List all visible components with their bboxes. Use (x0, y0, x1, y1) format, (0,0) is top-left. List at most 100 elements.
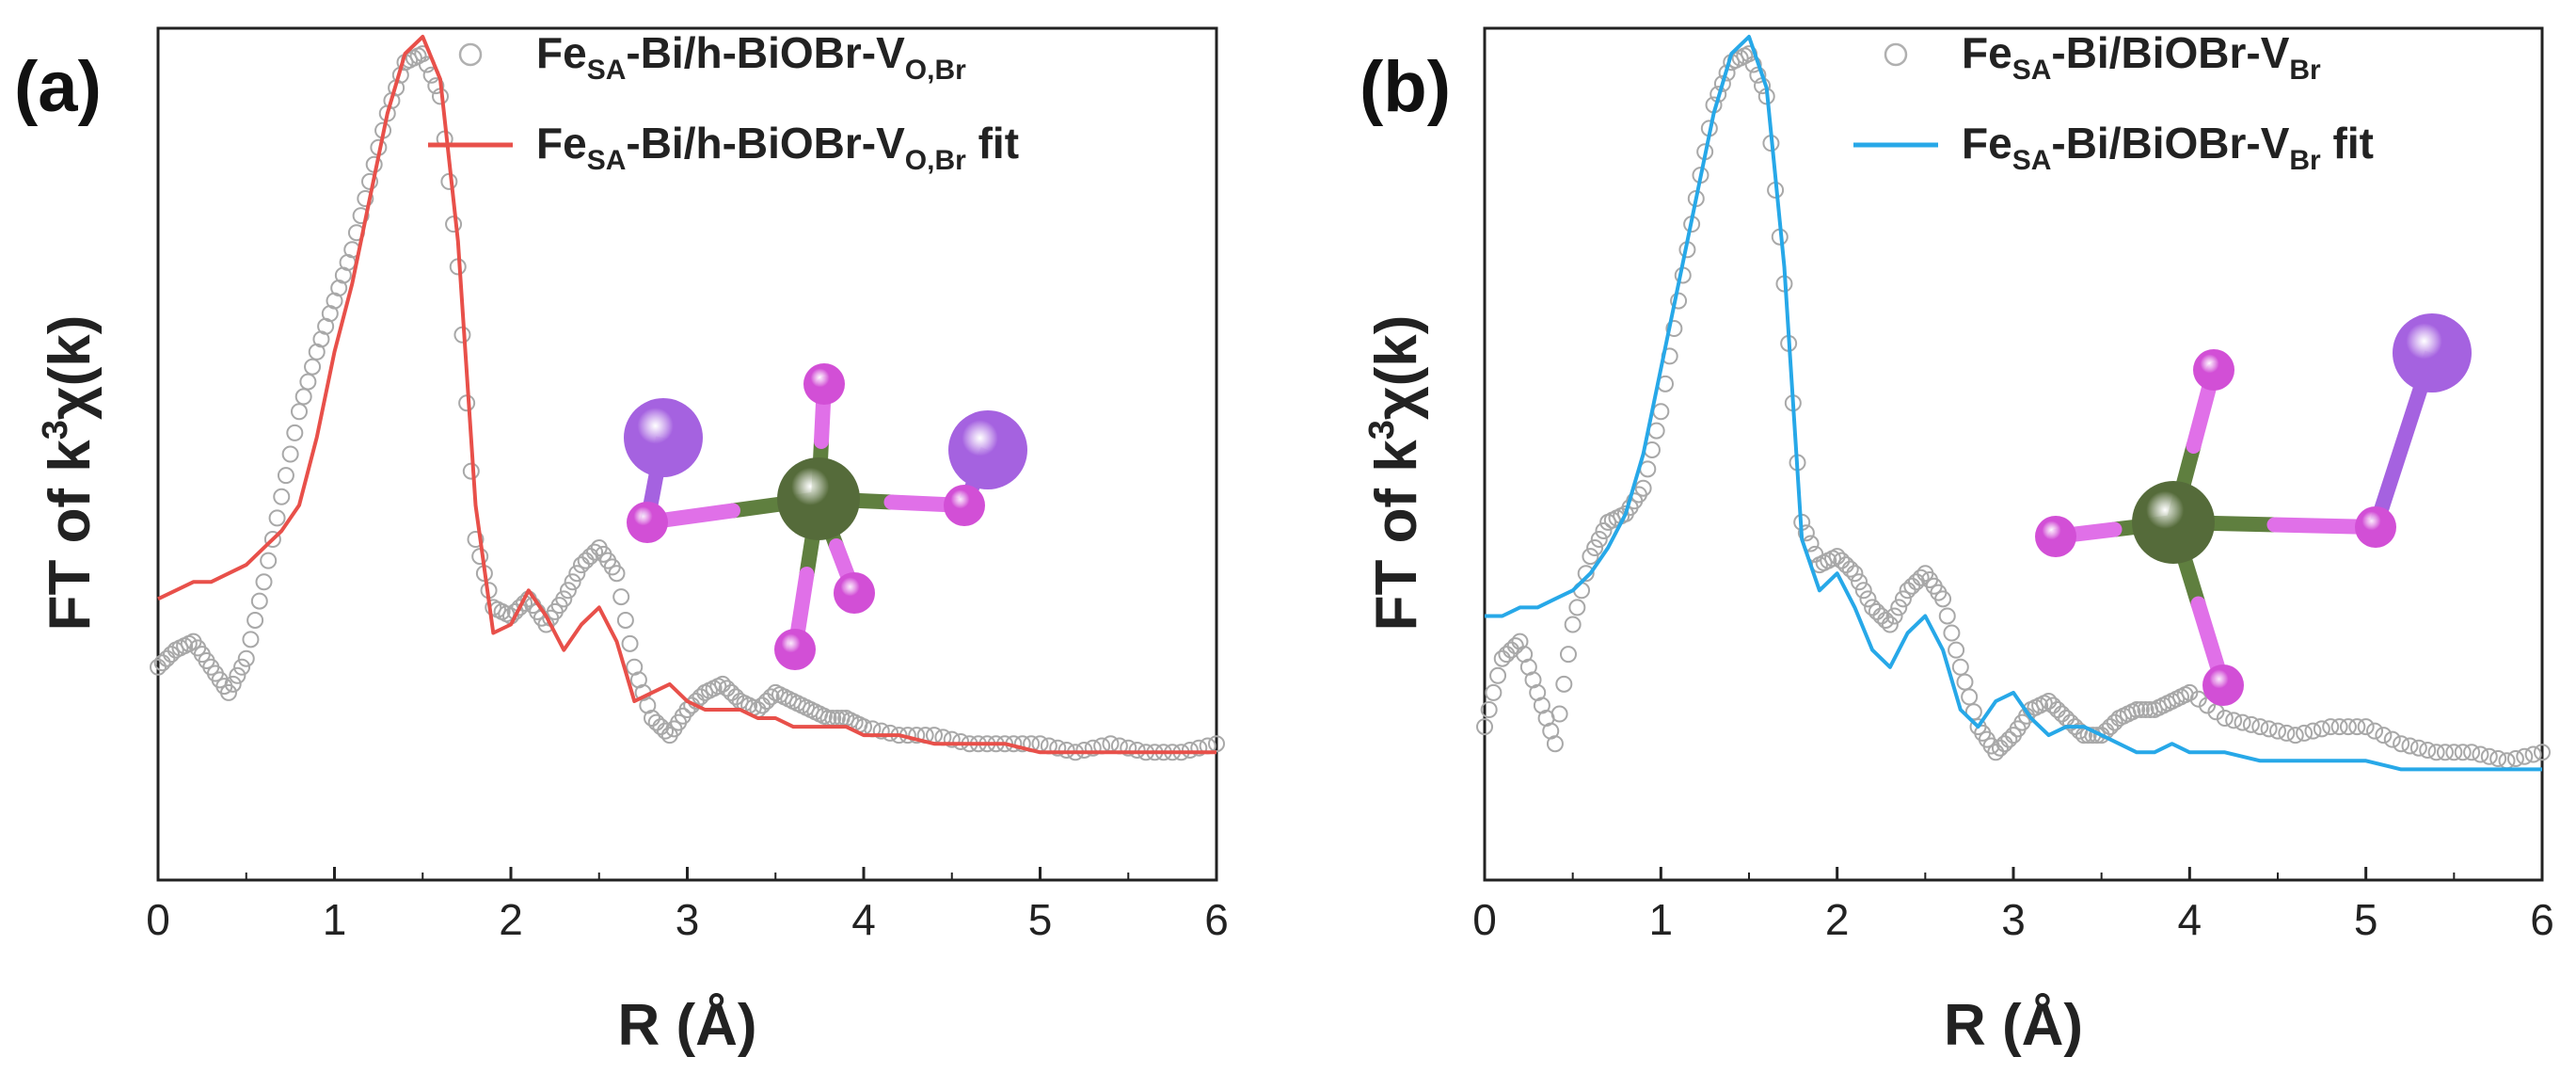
data-point (246, 611, 264, 629)
y-axis-title-main: FT of k (1364, 440, 1429, 632)
data-point (242, 631, 260, 649)
data-point (2366, 722, 2384, 740)
data-point (233, 658, 251, 676)
data-point (723, 683, 740, 701)
data-markers-series (150, 45, 1225, 761)
data-point (291, 403, 308, 421)
data-point (1049, 739, 1067, 757)
x-tick-label: 4 (2178, 895, 2202, 944)
data-point (1652, 403, 1670, 421)
data-point (2102, 718, 2120, 736)
data-point (1480, 701, 1498, 718)
data-point (657, 722, 675, 740)
data-point (2044, 697, 2062, 714)
data-point (1961, 688, 1979, 706)
data-point (908, 727, 926, 745)
data-point (2454, 744, 2472, 761)
x-tick-label: 2 (1825, 895, 1850, 944)
data-point (150, 658, 167, 676)
data-point (1841, 560, 1859, 578)
data-point (1670, 292, 1688, 310)
data-point (281, 445, 299, 463)
o-atom (2035, 516, 2076, 557)
data-point (1837, 556, 1855, 574)
data-point (564, 573, 581, 591)
legend-label-mid: -Bi/BiOBr-V (2051, 119, 2289, 168)
data-point (2304, 722, 2322, 740)
data-point (2480, 747, 2498, 765)
data-point (2278, 724, 2296, 742)
data-point (1190, 739, 1208, 757)
data-point (872, 722, 890, 740)
data-point (1951, 658, 1969, 676)
data-point (2463, 744, 2481, 761)
data-point (718, 680, 736, 697)
data-point (2260, 720, 2278, 738)
data-point (2061, 713, 2079, 731)
data-point (2092, 727, 2110, 745)
data-point (158, 649, 176, 667)
molecule-structure-b (2035, 313, 2472, 706)
data-point (1948, 641, 1965, 659)
data-point (1964, 703, 1982, 721)
data-point (2234, 713, 2251, 731)
data-point (1057, 741, 1075, 759)
x-tick-label: 6 (1204, 895, 1229, 944)
x-axis-title: R (Å) (617, 993, 756, 1058)
data-point (1181, 741, 1199, 759)
x-tick-label: 6 (2530, 895, 2554, 944)
data-point (1833, 552, 1851, 569)
data-point (1912, 569, 1930, 586)
x-tick-label: 4 (851, 895, 876, 944)
data-point (1991, 739, 2009, 757)
data-point (304, 358, 322, 376)
data-point (2269, 722, 2286, 740)
y-axis-title: FT of k3χ(k) (1362, 315, 1429, 632)
data-point (616, 611, 634, 629)
legend-label-subscript: O,Br (905, 145, 966, 176)
o-atom (2193, 349, 2234, 391)
legend-label-subscript: Br (2289, 55, 2321, 86)
data-point (1075, 741, 1093, 759)
data-point (2445, 744, 2463, 761)
data-point (1868, 602, 1885, 620)
data-markers-series (1476, 45, 2551, 770)
data-point (2296, 724, 2314, 742)
data-point (511, 599, 529, 617)
data-point (237, 649, 255, 667)
legend-label-subscript: SA (2012, 145, 2052, 176)
x-axis-title: R (Å) (1944, 993, 2083, 1058)
data-point (286, 424, 304, 441)
data-point (2409, 739, 2427, 757)
y-axis-title-tail: χ(k) (1364, 315, 1429, 420)
data-point (273, 488, 291, 505)
data-point (1120, 739, 1137, 757)
legend-label: FeSA-Bi/h-BiOBr-VO,Br (536, 28, 966, 86)
data-point (727, 688, 745, 706)
x-tick-label: 5 (1028, 895, 1053, 944)
data-point (1859, 590, 1877, 608)
data-point (2383, 730, 2401, 748)
data-point (1506, 637, 1524, 655)
data-point (1872, 607, 1890, 625)
data-point (1555, 675, 1573, 693)
legend-label: FeSA-Bi/h-BiOBr-VO,Br fit (536, 119, 1019, 176)
data-point (2524, 745, 2542, 763)
x-tick-label: 3 (2001, 895, 2026, 944)
data-point (581, 548, 599, 566)
data-point (1907, 573, 1925, 591)
data-point (1851, 573, 1868, 591)
data-point (1128, 741, 1146, 759)
data-point (2128, 701, 2146, 718)
data-point (1582, 548, 1599, 566)
data-point (2132, 701, 2150, 718)
data-point (260, 552, 278, 569)
data-point (2357, 718, 2375, 736)
data-point (2242, 715, 2260, 733)
data-point (1013, 735, 1031, 753)
data-point (754, 697, 771, 714)
data-point (1903, 577, 1921, 595)
legend-label-mid: -Bi/h-BiOBr-V (626, 28, 905, 77)
legend-label-base: Fe (1962, 28, 2012, 77)
